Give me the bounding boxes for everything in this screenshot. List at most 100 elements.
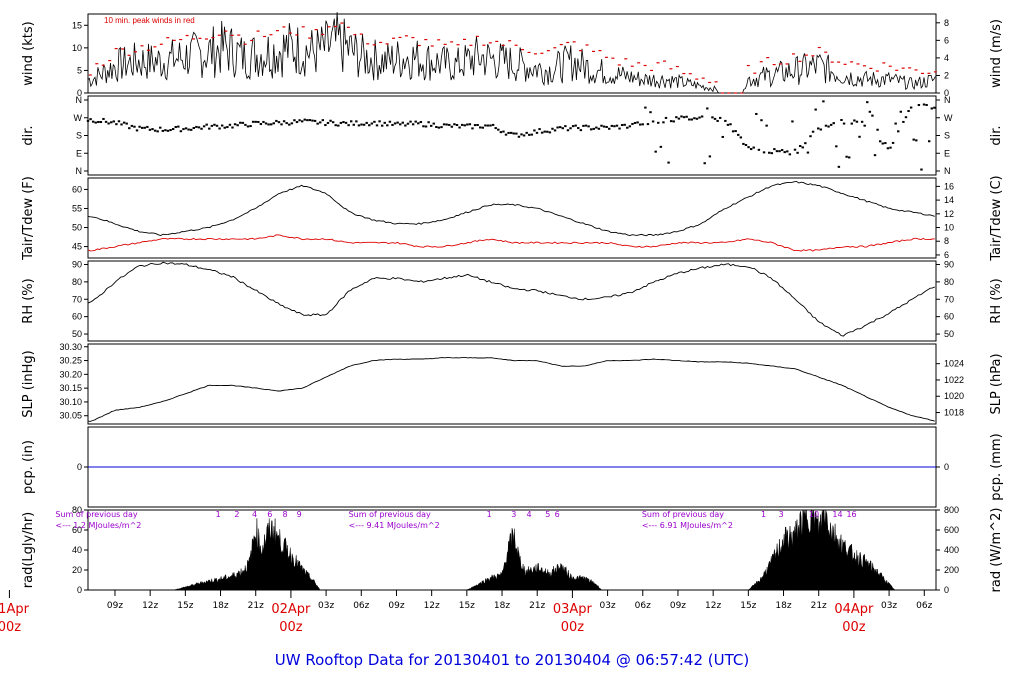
dir-point xyxy=(708,155,712,158)
dir-point xyxy=(535,131,539,134)
day-time-label: 00z xyxy=(842,620,866,635)
dir-point xyxy=(388,120,392,123)
dir-point xyxy=(244,123,247,126)
dir-point xyxy=(651,120,655,123)
dir-point xyxy=(110,121,113,124)
dir-point xyxy=(156,130,159,133)
dir-point xyxy=(200,127,203,130)
dir-point xyxy=(871,114,874,117)
dir-point xyxy=(257,120,260,123)
dir-point xyxy=(512,132,515,135)
panel-dir: dir. dir.N NE ES SW WN N xyxy=(21,95,1004,176)
dir-point xyxy=(579,129,583,132)
wind-annotation: 10 min. peak winds in red xyxy=(104,16,195,25)
wind-ylabel-right: wind (m/s) xyxy=(989,19,1004,88)
dir-point xyxy=(613,125,616,128)
dir-point xyxy=(86,119,90,122)
dir-point xyxy=(174,126,177,129)
dir-point xyxy=(112,120,116,123)
precip-ytick-label: 0 xyxy=(77,462,82,472)
dir-point xyxy=(520,133,523,136)
dir-point xyxy=(450,125,454,128)
dir-point xyxy=(595,126,598,129)
dir-point xyxy=(749,148,753,151)
radiation-event-marker: 10 xyxy=(809,510,819,519)
dir-point xyxy=(610,124,614,127)
dir-point xyxy=(744,144,748,147)
day-time-label: 00z xyxy=(279,620,303,635)
dir-point xyxy=(197,126,201,129)
precip-ylabel: pcp. (in) xyxy=(21,440,36,494)
dir-point xyxy=(762,151,766,154)
dir-point xyxy=(631,122,634,125)
dir-point xyxy=(543,130,546,133)
dir-point xyxy=(466,123,469,126)
time-tick-label: 06z xyxy=(916,601,932,611)
dir-point xyxy=(334,124,337,127)
dir-point xyxy=(734,130,737,133)
dir-point xyxy=(577,127,580,130)
time-tick-label: 06z xyxy=(635,601,651,611)
dir-point xyxy=(319,121,322,124)
dir-point xyxy=(770,152,773,155)
dir-point xyxy=(171,128,175,131)
dir-point xyxy=(499,131,503,134)
dir-point xyxy=(897,130,900,133)
dir-point xyxy=(295,121,299,124)
radiation-event-marker: 6 xyxy=(555,510,560,519)
dir-point xyxy=(419,121,423,124)
dir-point xyxy=(231,126,234,129)
dir-point xyxy=(641,123,644,126)
dir-point xyxy=(479,126,482,129)
dir-point xyxy=(190,128,193,131)
temperature-rtick-label: 16 xyxy=(944,181,954,191)
dir-point xyxy=(293,119,296,122)
wind-rtick-label: 2 xyxy=(944,70,949,80)
dir-point xyxy=(187,128,190,131)
time-tick-label: 18z xyxy=(494,601,510,611)
dir-point xyxy=(455,123,459,126)
dir-point xyxy=(417,122,420,125)
dir-point xyxy=(737,133,740,136)
dir-point xyxy=(481,126,484,129)
dir-point xyxy=(306,119,309,122)
dir-point xyxy=(636,121,639,124)
dir-point xyxy=(917,104,921,107)
dir-point xyxy=(97,120,100,123)
rh-ytick-label: 90 xyxy=(72,259,82,269)
dir-point xyxy=(125,122,128,125)
dir-point xyxy=(210,124,214,127)
dir-point xyxy=(239,121,242,124)
temperature-rtick-label: 6 xyxy=(944,250,949,260)
dir-point xyxy=(122,121,126,124)
dir-point xyxy=(584,124,588,127)
dir-point xyxy=(780,149,784,152)
dir-point xyxy=(922,103,926,106)
dir-point xyxy=(148,128,152,131)
dir-point xyxy=(553,129,557,132)
day-time-label: 00z xyxy=(561,620,585,635)
dir-point xyxy=(448,123,451,126)
dir-point xyxy=(342,121,345,124)
radiation-event-marker: 3 xyxy=(779,510,784,519)
dir-point xyxy=(179,130,183,133)
dir-point xyxy=(806,151,810,154)
dir-point xyxy=(313,119,317,122)
dir-point xyxy=(339,121,343,124)
dir-point xyxy=(208,127,211,130)
dir-point xyxy=(368,124,371,127)
dir-point xyxy=(646,123,650,126)
temperature-ytick-label: 55 xyxy=(72,203,82,213)
radiation-event-marker: 4 xyxy=(252,510,257,519)
dir-point xyxy=(817,127,820,130)
dir-point xyxy=(373,120,376,123)
dir-point xyxy=(528,133,531,136)
time-tick-label: 06z xyxy=(353,601,369,611)
dir-point xyxy=(308,119,312,122)
radiation-ytick-label: 80 xyxy=(72,505,82,515)
dir-point xyxy=(202,125,206,128)
dir-point xyxy=(375,124,379,127)
dir-point xyxy=(566,129,570,132)
dir-point xyxy=(700,115,704,118)
